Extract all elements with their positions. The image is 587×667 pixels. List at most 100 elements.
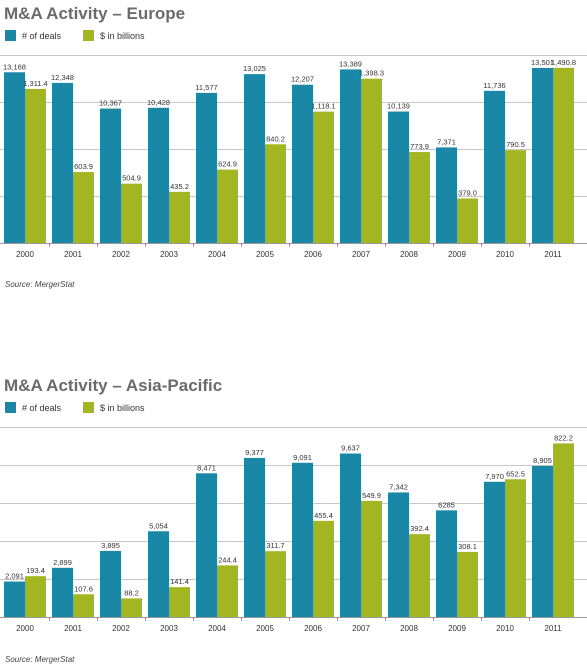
asia-label-value-2005: 311.7 (266, 541, 284, 550)
asia-bar-deals-2001 (52, 567, 73, 617)
europe-bar-deals-2000 (4, 72, 25, 243)
asia-tick-2004: 2004 (208, 624, 226, 633)
asia-bar-value-2000 (25, 576, 46, 617)
europe-legend-value-label: $ in billions (100, 31, 145, 41)
asia-label-value-2008: 392.4 (410, 524, 429, 533)
europe-label-value-2004: 624.9 (218, 160, 237, 169)
asia-label-deals-2003: 5,054 (149, 521, 168, 530)
europe-label-value-2010: 790.5 (506, 140, 525, 149)
europe-bar-deals-2010 (484, 90, 505, 243)
europe-bar-deals-2008 (388, 111, 409, 243)
asia-tick-2000: 2000 (16, 624, 34, 633)
europe-label-value-2003: 435.2 (170, 182, 189, 191)
europe-bar-value-2005 (265, 144, 286, 243)
europe-label-value-2007: 1,398.3 (359, 69, 384, 78)
asia-bar-value-2004 (217, 565, 238, 617)
asia-tick-2007: 2007 (352, 624, 370, 633)
asia-chart-title: M&A Activity – Asia-Pacific (4, 376, 223, 395)
asia-bar-value-2007 (361, 500, 382, 617)
europe-tick-2003: 2003 (160, 250, 178, 259)
asia-tick-2010: 2010 (496, 624, 514, 633)
asia-legend-value-label: $ in billions (100, 403, 145, 413)
asia-label-value-2010: 652.5 (506, 469, 525, 478)
europe-tick-2006: 2006 (304, 250, 322, 259)
europe-bar-value-2003 (169, 191, 190, 243)
europe-bar-deals-2003 (148, 107, 169, 243)
europe-chart-title: M&A Activity – Europe (4, 4, 186, 23)
europe-tick-2008: 2008 (400, 250, 418, 259)
europe-bar-deals-2001 (52, 82, 73, 243)
europe-label-value-2002: 504.9 (122, 174, 141, 183)
asia-label-value-2009: 308.1 (458, 542, 477, 551)
europe-tick-2005: 2005 (256, 250, 274, 259)
asia-bar-value-2002 (121, 598, 142, 617)
asia-bar-value-2008 (409, 534, 430, 617)
europe-bar-value-2011 (553, 67, 574, 244)
asia-bar-value-2011 (553, 443, 574, 617)
asia-tick-2003: 2003 (160, 624, 178, 633)
europe-label-value-2008: 773.9 (410, 142, 429, 151)
europe-label-deals-2002: 10,367 (99, 99, 122, 108)
asia-bar-value-2009 (457, 551, 478, 617)
asia-label-value-2002: 88.2 (124, 588, 139, 597)
asia-bar-deals-2011 (532, 465, 553, 617)
asia-label-deals-2004: 8,471 (197, 463, 216, 472)
asia-label-value-2003: 141.4 (170, 577, 189, 586)
europe-label-deals-2003: 10,428 (147, 98, 170, 107)
europe-bar-value-2001 (73, 172, 94, 243)
europe-tick-2010: 2010 (496, 250, 514, 259)
asia-label-deals-2006: 9,091 (293, 453, 312, 462)
europe-bar-value-2009 (457, 198, 478, 243)
europe-legend-deals-label: # of deals (22, 31, 62, 41)
asia-bar-value-2006 (313, 520, 334, 617)
europe-bar-deals-2007 (340, 69, 361, 243)
europe-label-deals-2009: 7,371 (437, 137, 456, 146)
europe-bar-deals-2004 (196, 92, 217, 243)
asia-label-value-2001: 107.6 (74, 584, 93, 593)
asia-bar-value-2001 (73, 594, 94, 617)
europe-tick-2000: 2000 (16, 250, 34, 259)
asia-label-deals-2007: 9,637 (341, 444, 360, 453)
asia-bar-deals-2002 (100, 550, 121, 617)
europe-label-value-2009: 379.0 (458, 188, 477, 197)
asia-label-value-2007: 549.9 (362, 491, 381, 500)
asia-label-value-2006: 455.4 (314, 511, 333, 520)
europe-bar-chart: 13,168 1,311.4 2000 12,348 603.9 2001 10,367 50… (0, 55, 587, 259)
europe-bar-deals-2006 (292, 84, 313, 243)
asia-bar-deals-2006 (292, 462, 313, 617)
asia-tick-2005: 2005 (256, 624, 274, 633)
europe-bar-value-2007 (361, 78, 382, 243)
asia-label-deals-2001: 2,899 (53, 558, 72, 567)
europe-tick-2007: 2007 (352, 250, 370, 259)
asia-bar-value-2003 (169, 587, 190, 617)
asia-label-deals-2002: 3,895 (101, 541, 120, 550)
asia-label-deals-2009: 6285 (438, 500, 455, 509)
asia-tick-2002: 2002 (112, 624, 130, 633)
asia-tick-2011: 2011 (544, 624, 562, 633)
asia-bar-deals-2007 (340, 453, 361, 617)
asia-label-deals-2011: 8,905 (533, 456, 552, 465)
europe-label-value-2001: 603.9 (74, 162, 93, 171)
europe-bar-value-2004 (217, 169, 238, 243)
asia-bar-value-2005 (265, 551, 286, 617)
asia-bar-deals-2008 (388, 492, 409, 617)
europe-label-deals-2004: 11,577 (195, 83, 217, 92)
asia-tick-2009: 2009 (448, 624, 466, 633)
asia-source-note: Source: MergerStat (5, 655, 75, 664)
asia-label-deals-2005: 9,377 (245, 448, 264, 457)
asia-label-deals-2000: 2,091 (5, 572, 24, 581)
europe-tick-2004: 2004 (208, 250, 226, 259)
europe-bar-deals-2011 (532, 67, 553, 244)
asia-bar-deals-2010 (484, 481, 505, 617)
asia-label-deals-2010: 7,970 (485, 472, 504, 481)
europe-label-value-2006: 1,118.1 (311, 102, 335, 111)
asia-label-deals-2008: 7,342 (389, 482, 408, 491)
asia-bar-value-2010 (505, 479, 526, 617)
europe-bar-value-2000 (25, 88, 46, 244)
europe-label-value-2011: 1,490.8 (551, 58, 576, 67)
europe-chart-panel: M&A Activity – Europe # of deals $ in bi… (0, 0, 587, 300)
europe-label-deals-2010: 11,736 (483, 81, 505, 90)
europe-bar-deals-2009 (436, 147, 457, 243)
deals-swatch-icon (5, 402, 16, 413)
europe-label-value-2000: 1,311.4 (23, 79, 47, 88)
